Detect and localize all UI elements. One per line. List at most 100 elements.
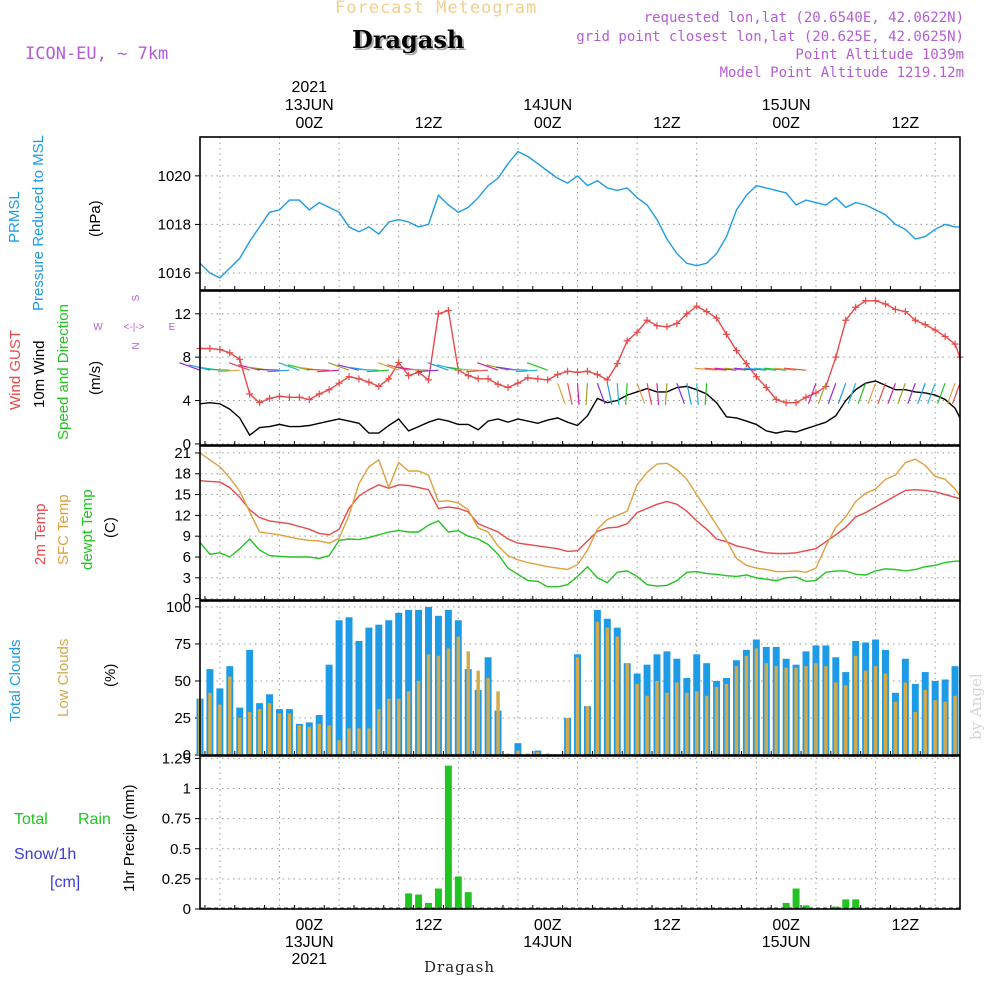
- low-cloud-bar: [893, 701, 898, 755]
- temperature-ytick-label: 18: [174, 466, 191, 483]
- clouds-ytick-label: 50: [174, 673, 191, 690]
- precipitation-panel: 0 0.25 0.5 0.75 1 1.25: [162, 750, 961, 918]
- wind-direction-arrow: [596, 382, 606, 405]
- gust-point: [693, 302, 701, 310]
- wind-direction-arrow: [686, 383, 692, 405]
- wind-direction-arrow: [228, 362, 250, 371]
- rain-bar: [454, 876, 462, 909]
- wind-direction-arrow: [827, 382, 837, 405]
- low-cloud-bar: [575, 657, 580, 755]
- low-cloud-bar: [714, 686, 719, 755]
- wind-direction-arrow: [676, 382, 685, 405]
- low-cloud-bar: [367, 728, 371, 755]
- temperature-ytick-label: 21: [174, 445, 191, 462]
- low-cloud-bar: [645, 695, 649, 755]
- low-cloud-bar: [585, 706, 590, 755]
- low-cloud-bar: [754, 648, 759, 755]
- top-time-label: 13JUN: [285, 97, 334, 114]
- low-cloud-bar: [357, 728, 361, 755]
- bottom-time-label: 00Z: [534, 917, 562, 934]
- rain-bar: [405, 893, 413, 909]
- wind-direction-arrow: [946, 382, 956, 405]
- total-cloud-bar: [405, 609, 413, 755]
- wind-direction-arrow: [917, 382, 926, 405]
- low-cloud-bar: [774, 666, 778, 755]
- temperature-ytick-label: 15: [174, 487, 191, 504]
- compass-west: W: [93, 322, 103, 333]
- compass-south: S: [131, 294, 142, 301]
- 2m-temp-line: [199, 480, 961, 555]
- gust-point: [881, 300, 889, 308]
- location-title: Dragash: [352, 25, 465, 54]
- 10m-wind-line: [199, 380, 961, 437]
- gust-point: [464, 372, 472, 380]
- low-cloud-bar: [913, 712, 918, 755]
- wind-direction-arrow: [754, 367, 777, 371]
- wind-ytick-label: 8: [183, 349, 191, 366]
- gust-point: [275, 392, 283, 400]
- wind-direction-arrow: [694, 367, 717, 371]
- footer-location: Dragash: [424, 958, 496, 976]
- pressure-ytick-label: 1020: [158, 168, 191, 185]
- gust-point: [613, 360, 621, 368]
- point-altitude: Point Altitude 1039m: [795, 47, 964, 63]
- low-cloud-bar: [516, 750, 520, 755]
- meteogram-subtitle: Forecast Meteogram: [335, 0, 538, 18]
- low-cloud-bar: [466, 651, 470, 755]
- gust-point: [534, 375, 542, 383]
- gust-point: [544, 376, 552, 384]
- wind-direction-arrow: [774, 367, 797, 371]
- top-time-label: 15JUN: [762, 97, 811, 114]
- top-time-label: 12Z: [653, 115, 681, 132]
- wind-direction-arrow: [837, 382, 847, 405]
- pressure-panel: 1016 1018 1020: [158, 136, 961, 291]
- wind-direction-arrow: [616, 383, 620, 406]
- gust-point: [703, 308, 711, 316]
- gust-point: [782, 399, 790, 407]
- temperature-panel: 0 3 6 9 12 15 18 21: [174, 445, 961, 608]
- gust-point: [911, 316, 919, 324]
- bottom-time-label: 00Z: [295, 917, 323, 934]
- gust-point: [325, 386, 333, 394]
- wind-direction-arrow: [576, 383, 580, 406]
- wind-direction-arrow: [328, 362, 350, 371]
- gust-point: [623, 337, 631, 345]
- wind-direction-arrow: [656, 383, 660, 406]
- gust-point: [772, 395, 780, 403]
- rain-bar: [425, 902, 432, 909]
- temperature-ytick-label: 12: [174, 507, 191, 524]
- gust-point: [901, 308, 909, 316]
- gust-point: [484, 375, 492, 383]
- low-cloud-bar: [853, 655, 858, 755]
- wind-direction-arrow: [257, 368, 280, 371]
- top-time-label: 00Z: [295, 115, 323, 132]
- gust-point: [216, 346, 224, 354]
- low-cloud-bar: [446, 648, 451, 755]
- low-cloud-bar: [347, 728, 351, 755]
- low-cloud-bar: [615, 636, 619, 755]
- total-cloud-bar: [514, 743, 522, 755]
- gust-point: [713, 314, 721, 322]
- bottom-time-label: 12Z: [415, 917, 443, 934]
- wind-direction-arrow: [606, 383, 613, 405]
- bottom-time-label: 15JUN: [762, 934, 811, 951]
- total-cloud-bar: [385, 620, 393, 755]
- low-cloud-bar: [277, 713, 282, 755]
- gust-point: [593, 371, 601, 379]
- low-cloud-bar: [675, 682, 679, 755]
- low-cloud-bar: [665, 692, 669, 755]
- low-cloud-bar: [257, 709, 262, 755]
- model-name: ICON-EU, ~ 7km: [25, 44, 169, 64]
- low-cloud-bar: [436, 655, 441, 755]
- gust-point: [345, 373, 353, 381]
- bottom-time-label: 13JUN: [285, 934, 334, 951]
- gust-point: [574, 368, 582, 376]
- low-cloud-bar: [694, 691, 699, 755]
- gust-point: [643, 316, 651, 324]
- gust-point: [792, 399, 800, 407]
- gust-point: [564, 367, 572, 375]
- wind-direction-arrow: [477, 362, 499, 371]
- total-cloud-bar: [355, 640, 363, 755]
- wind-direction-arrow: [664, 383, 668, 406]
